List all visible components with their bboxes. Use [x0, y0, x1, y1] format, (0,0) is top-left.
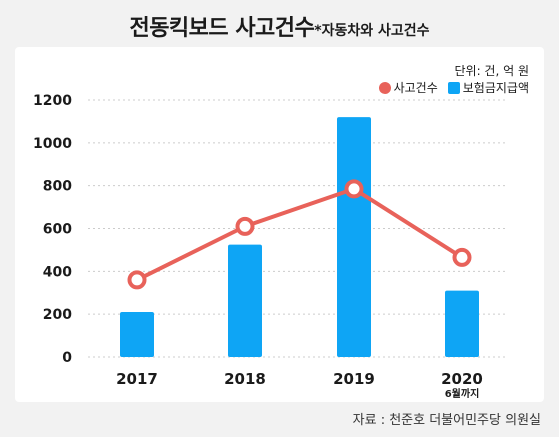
bar [120, 312, 154, 357]
legend-bar-swatch-icon [447, 81, 460, 94]
y-tick-label: 1000 [33, 136, 72, 152]
legend-item-bar: 보험금지급액 [447, 79, 529, 96]
line-point [235, 216, 255, 236]
x-tick-label: 2020 [441, 370, 483, 388]
x-tick-label: 2017 [116, 370, 158, 388]
legend: 사고건수 보험금지급액 [378, 79, 529, 96]
title-sub: *자동차와 사고건수 [314, 23, 430, 39]
legend-line-label: 사고건수 [393, 81, 438, 95]
legend-item-line: 사고건수 [378, 79, 438, 96]
x-tick-label: 2018 [224, 370, 266, 388]
y-tick-label: 800 [43, 179, 72, 195]
bar [228, 244, 262, 357]
legend-bar-label: 보험금지급액 [462, 81, 529, 95]
legend-line-swatch-icon [378, 81, 391, 94]
line-point [127, 270, 147, 290]
line-series [136, 186, 464, 282]
x-tick-label: 2019 [333, 370, 375, 388]
x-tick-note: 6월까지 [445, 387, 480, 400]
title-main: 전동킥보드 사고건수 [129, 16, 315, 41]
unit-label: 단위: 건, 억 원 [454, 64, 529, 78]
line-point [452, 247, 472, 267]
source-note: 자료 : 천준호 더불어민주당 의원실 [352, 413, 541, 428]
line-point [344, 179, 364, 199]
bar [445, 290, 479, 357]
chart-title: 전동킥보드 사고건수*자동차와 사고건수 [0, 10, 559, 42]
y-tick-label: 1200 [33, 93, 72, 109]
y-tick-label: 600 [43, 222, 72, 238]
y-tick-label: 400 [43, 264, 72, 280]
bar [337, 117, 371, 357]
y-tick-label: 200 [43, 307, 72, 323]
y-tick-label: 0 [62, 350, 72, 366]
